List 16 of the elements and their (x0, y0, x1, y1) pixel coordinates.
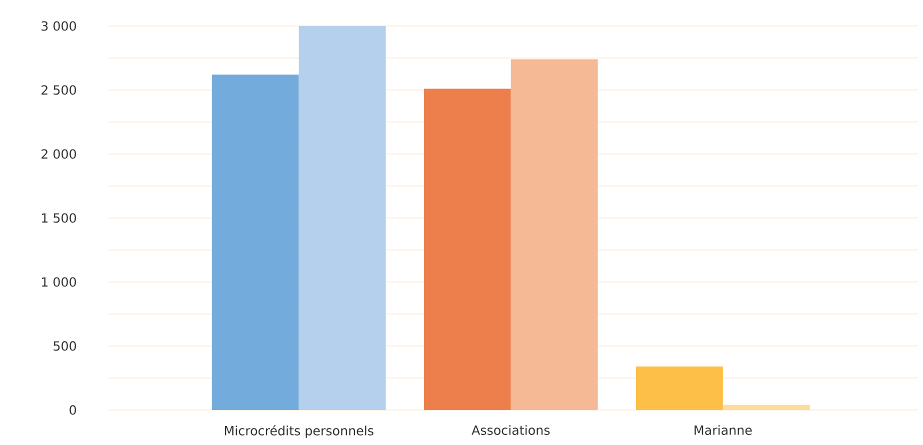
x-tick-label: Associations (472, 425, 550, 435)
bar (424, 88, 511, 410)
bar (636, 366, 723, 410)
bar (510, 59, 598, 410)
y-tick-label: 500 (54, 341, 76, 351)
y-tick-label: 1 500 (42, 213, 76, 223)
bar (298, 26, 386, 410)
y-tick-label: 3 000 (42, 21, 76, 31)
bar (722, 404, 810, 410)
x-tick-label: Microcrédits personnels (224, 425, 374, 438)
y-tick-label: 0 (70, 405, 76, 415)
y-tick-label: 2 000 (42, 149, 76, 159)
y-tick-label: 1 000 (42, 277, 76, 287)
bar (212, 74, 299, 410)
y-tick-label: 2 500 (42, 85, 76, 95)
x-tick-label: Marianne (694, 425, 752, 435)
